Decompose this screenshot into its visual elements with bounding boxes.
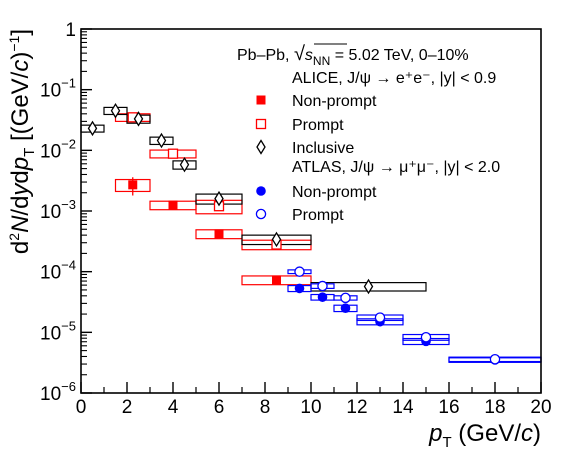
x-title-unit: (GeV/: [452, 420, 522, 447]
legend-label-alice-inclusive: Inclusive: [292, 140, 354, 157]
tick-labels: 0 2 4 6 8 10 12 14 16 18 20 10−6 10−5 10−4 10−3 10−2 10−…: [40, 20, 552, 418]
alice-non-prompt-point: [272, 275, 281, 285]
x-tick-label: 6: [214, 397, 225, 418]
y-tick-exponent: −4: [61, 258, 76, 273]
legend-label-atlas-prompt: Prompt: [292, 207, 344, 224]
alice-non-prompt-point: [128, 180, 138, 190]
x-axis-title: pT (GeV/c): [428, 420, 541, 451]
y-tick-exponent: −2: [61, 136, 76, 151]
atlas-non-prompt-point: [317, 292, 328, 302]
y-tick-exponent: −5: [61, 318, 76, 333]
atlas-prompt-point: [489, 354, 501, 365]
legend-marker-alice-non-prompt: [256, 95, 266, 105]
alice-inclusive-point: [363, 278, 374, 295]
axes: [80, 28, 542, 394]
atlas-prompt-point: [317, 280, 328, 292]
legend-label-atlas-non-prompt: Non-prompt: [292, 184, 377, 201]
x-tick-label: 4: [168, 397, 179, 418]
y-tick-exponent: −6: [61, 379, 76, 394]
legend-marker-atlas-prompt: [255, 208, 267, 220]
y-title-part: y: [7, 182, 34, 198]
y-axis-title: d2N/dydpT [(GeV/c)−1]: [6, 29, 38, 254]
x-tick-label: 10: [300, 397, 321, 418]
atlas-non-prompt-point: [340, 303, 351, 313]
header-energy-rest: = 5.02 TeV, 0–10%: [330, 47, 468, 64]
alice-inclusive-point: [133, 111, 144, 127]
y-title-part: 2: [6, 233, 22, 241]
x-title-sub: T: [442, 434, 451, 451]
x-title-p: p: [428, 420, 442, 447]
x-tick-label: 12: [346, 397, 367, 418]
x-tick-label: 14: [392, 397, 414, 418]
alice-inclusive-point: [87, 120, 98, 137]
y-title-part: N: [7, 215, 34, 233]
header-alice: ALICE, J/ψ → e⁺e⁻, |y| < 0.9: [292, 70, 496, 87]
legend-label-alice-non-prompt: Non-prompt: [292, 93, 377, 110]
legend-marker-alice-prompt: [255, 118, 267, 130]
x-tick-label: 20: [530, 397, 551, 418]
alice-inclusive-point: [271, 231, 282, 248]
alice-inclusive-point: [156, 132, 167, 149]
y-title-part: d: [7, 170, 34, 183]
x-tick-label: 16: [438, 397, 459, 418]
x-tick-label: 18: [484, 397, 505, 418]
y-title-part: ): [7, 52, 34, 60]
alice-inclusive-point: [214, 190, 224, 207]
y-tick-label: 10−2: [40, 136, 76, 162]
sqrt-s-subscript: NN: [313, 54, 330, 68]
y-title-part: d: [7, 241, 34, 254]
atlas-prompt-point: [294, 266, 305, 277]
alice-non-prompt-point: [168, 200, 178, 210]
header-atlas: ATLAS, J/ψ → μ⁺μ⁻, |y| < 2.0: [292, 159, 500, 176]
y-tick-exponent: −1: [61, 76, 76, 91]
y-tick-label: 10−3: [40, 197, 76, 223]
x-tick-label: 0: [76, 397, 87, 418]
alice-prompt-point: [167, 148, 179, 159]
legend-label-alice-prompt: Prompt: [292, 117, 344, 134]
y-title-part: ]: [7, 29, 34, 36]
sqrt-s: s: [305, 47, 313, 64]
y-title-part: [(GeV/: [7, 71, 34, 147]
y-tick-label: 10−1: [40, 76, 76, 102]
atlas-prompt-point: [420, 331, 432, 343]
y-title-part: T: [21, 148, 38, 157]
legend-marker-alice-inclusive: [256, 139, 266, 155]
y-tick-exponent: −3: [61, 197, 76, 212]
atlas-prompt-point: [374, 312, 386, 323]
x-title-c: c: [521, 420, 533, 447]
alice-non-prompt-point: [214, 229, 224, 239]
x-tick-label: 8: [260, 397, 271, 418]
y-title-part: c: [7, 60, 34, 72]
y-tick-label: 10−5: [40, 318, 76, 344]
x-title-close: ): [533, 420, 541, 447]
y-tick-label: 1: [65, 20, 76, 41]
y-tick-label: 10−6: [40, 379, 76, 405]
x-tick-label: 2: [122, 397, 133, 418]
sqrt-sign: √: [294, 43, 305, 65]
legend: Pb–Pb, √sNN = 5.02 TeV, 0–10% ALICE, J/ψ …: [237, 43, 500, 224]
header-system-energy: Pb–Pb, √sNN = 5.02 TeV, 0–10%: [237, 43, 469, 68]
alice-inclusive-point: [179, 156, 190, 173]
y-title-part: /d: [7, 196, 34, 216]
legend-marker-atlas-non-prompt: [256, 186, 266, 196]
y-title-part: p: [7, 157, 34, 171]
y-tick-label: 10−4: [40, 258, 76, 284]
atlas-prompt-point: [340, 292, 351, 304]
data-markers: [87, 102, 501, 365]
alice-inclusive-point: [110, 102, 121, 119]
y-title-part: −1: [6, 35, 22, 51]
axis-titles: pT (GeV/c)d2N/dydpT [(GeV/c)−1]: [6, 29, 541, 451]
atlas-non-prompt-point: [294, 283, 305, 294]
